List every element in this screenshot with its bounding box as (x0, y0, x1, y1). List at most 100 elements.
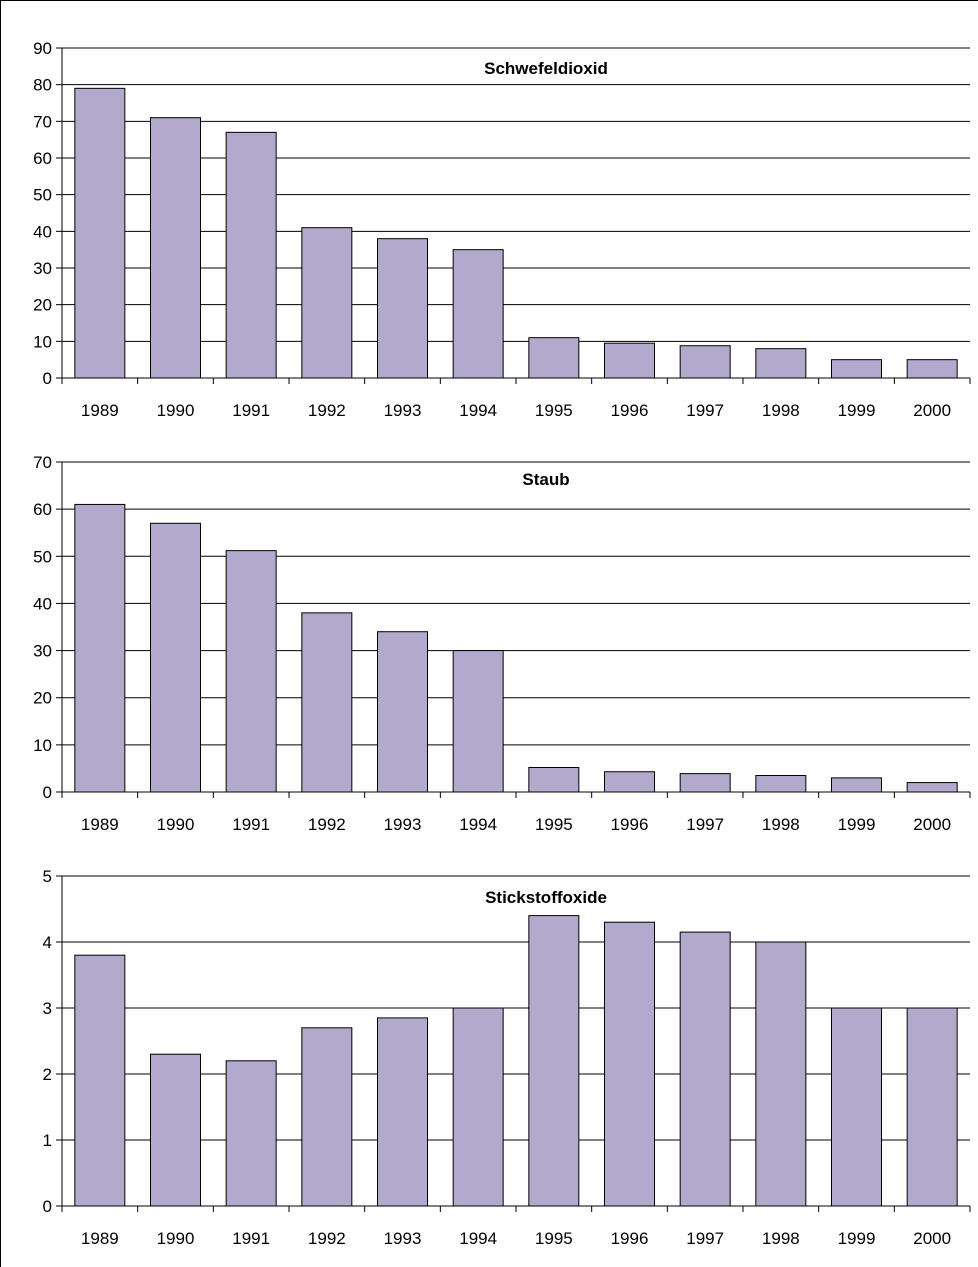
x-tick-label: 1993 (384, 1229, 422, 1248)
x-tick-label: 1995 (535, 401, 573, 420)
y-tick-label: 2 (43, 1065, 52, 1084)
y-tick-label: 0 (43, 783, 52, 802)
y-tick-label: 4 (43, 933, 52, 952)
x-tick-label: 1991 (232, 401, 270, 420)
y-tick-label: 20 (33, 689, 52, 708)
bar-1993 (378, 632, 428, 792)
y-tick-label: 40 (33, 222, 52, 241)
y-tick-label: 80 (33, 76, 52, 95)
bar-1990 (151, 118, 201, 378)
bar-1998 (756, 776, 806, 793)
x-tick-label: 1990 (157, 1229, 195, 1248)
y-tick-label: 10 (33, 332, 52, 351)
y-tick-label: 50 (33, 186, 52, 205)
x-tick-label: 1998 (762, 1229, 800, 1248)
bar-1992 (302, 613, 352, 792)
y-tick-label: 3 (43, 999, 52, 1018)
x-tick-label: 1990 (157, 815, 195, 834)
x-tick-label: 2000 (913, 1229, 951, 1248)
x-tick-label: 1998 (762, 401, 800, 420)
bar-2000 (907, 1008, 957, 1206)
bar-1993 (378, 239, 428, 378)
y-tick-label: 1 (43, 1131, 52, 1150)
y-tick-label: 20 (33, 296, 52, 315)
bar-1994 (453, 1008, 503, 1206)
x-tick-label: 1996 (611, 401, 649, 420)
chart-3: 0 1 2 3 4 5 1989 1990 1991 1992 1993 1994 1995 1996 19… (43, 867, 970, 1248)
x-tick-label: 1989 (81, 401, 119, 420)
x-tick-label: 1998 (762, 815, 800, 834)
x-tick-label: 2000 (913, 815, 951, 834)
chart-title: Schwefeldioxid (484, 59, 608, 78)
x-tick-label: 1991 (232, 815, 270, 834)
y-tick-label: 10 (33, 736, 52, 755)
bar-1999 (832, 360, 882, 378)
x-tick-label: 1992 (308, 1229, 346, 1248)
x-tick-label: 1992 (308, 401, 346, 420)
y-tick-label: 5 (43, 867, 52, 886)
x-tick-label: 1990 (157, 401, 195, 420)
x-tick-label: 1996 (611, 1229, 649, 1248)
x-tick-label: 1997 (686, 815, 724, 834)
bar-1996 (605, 343, 655, 378)
y-tick-label: 50 (33, 547, 52, 566)
x-tick-label: 1995 (535, 815, 573, 834)
bar-1991 (226, 132, 276, 378)
bar-1997 (680, 346, 730, 378)
bar-1994 (453, 651, 503, 792)
bar-1990 (151, 1054, 201, 1206)
chart-2: 0 10 20 30 40 50 60 70 1989 1990 1991 1992 1993 1994 1… (33, 453, 970, 834)
x-tick-label: 1994 (459, 401, 497, 420)
x-tick-label: 1989 (81, 1229, 119, 1248)
x-tick-label: 1999 (838, 401, 876, 420)
x-tick-label: 1996 (611, 815, 649, 834)
y-tick-label: 0 (43, 369, 52, 388)
bar-1995 (529, 338, 579, 378)
bar-1989 (75, 504, 125, 792)
x-tick-label: 1999 (838, 815, 876, 834)
bar-1999 (832, 778, 882, 792)
bar-1997 (680, 774, 730, 792)
y-tick-label: 40 (33, 594, 52, 613)
chart-title: Staub (522, 470, 569, 489)
x-tick-label: 1994 (459, 815, 497, 834)
bar-1996 (605, 772, 655, 792)
chart-title: Stickstoffoxide (485, 888, 607, 907)
y-tick-label: 70 (33, 112, 52, 131)
bar-1991 (226, 551, 276, 792)
x-tick-label: 1999 (838, 1229, 876, 1248)
bar-1997 (680, 932, 730, 1206)
bar-1996 (605, 922, 655, 1206)
x-tick-label: 1992 (308, 815, 346, 834)
y-tick-label: 60 (33, 149, 52, 168)
bar-1998 (756, 349, 806, 378)
bar-1992 (302, 1028, 352, 1206)
y-tick-label: 70 (33, 453, 52, 472)
bar-1999 (832, 1008, 882, 1206)
x-tick-label: 1989 (81, 815, 119, 834)
y-tick-label: 60 (33, 500, 52, 519)
y-tick-label: 30 (33, 259, 52, 278)
bar-1992 (302, 228, 352, 378)
x-tick-label: 1993 (384, 401, 422, 420)
bar-1991 (226, 1061, 276, 1206)
x-tick-label: 1995 (535, 1229, 573, 1248)
bar-1995 (529, 916, 579, 1206)
x-tick-label: 1993 (384, 815, 422, 834)
bar-1994 (453, 250, 503, 378)
y-tick-label: 0 (43, 1197, 52, 1216)
x-tick-label: 1997 (686, 401, 724, 420)
x-tick-label: 1991 (232, 1229, 270, 1248)
x-tick-label: 1997 (686, 1229, 724, 1248)
bar-2000 (907, 783, 957, 792)
chart-1: 0 10 20 30 40 50 60 70 80 90 1989 1990 1991 1992 1993 1… (33, 39, 970, 420)
y-tick-label: 30 (33, 642, 52, 661)
bar-1993 (378, 1018, 428, 1206)
bar-1990 (151, 523, 201, 792)
x-tick-label: 1994 (459, 1229, 497, 1248)
bar-2000 (907, 360, 957, 378)
bar-1989 (75, 955, 125, 1206)
y-tick-label: 90 (33, 39, 52, 58)
bar-1995 (529, 767, 579, 792)
